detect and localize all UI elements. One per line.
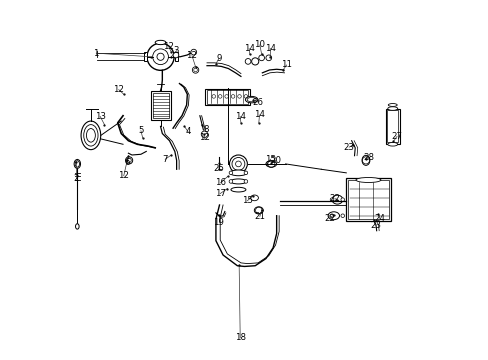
- Text: 5: 5: [138, 126, 143, 135]
- Circle shape: [329, 214, 333, 217]
- Text: 19: 19: [213, 218, 224, 227]
- Bar: [347, 180, 388, 219]
- Text: 14: 14: [253, 111, 264, 120]
- Bar: [152, 93, 168, 118]
- Bar: [205, 89, 249, 105]
- Text: 23: 23: [369, 221, 380, 230]
- Ellipse shape: [361, 156, 369, 165]
- Text: 23: 23: [343, 143, 354, 152]
- Text: 3: 3: [174, 46, 179, 55]
- Text: 14: 14: [243, 44, 254, 53]
- Bar: [206, 90, 247, 104]
- Text: 12: 12: [199, 133, 209, 142]
- Circle shape: [190, 49, 196, 55]
- Text: 14: 14: [264, 44, 276, 53]
- Bar: [143, 53, 146, 61]
- Ellipse shape: [75, 224, 79, 229]
- Text: 20: 20: [270, 156, 281, 165]
- Ellipse shape: [250, 195, 258, 201]
- Text: 15: 15: [264, 155, 276, 164]
- Text: 10: 10: [254, 40, 265, 49]
- Text: 12: 12: [113, 85, 124, 94]
- Ellipse shape: [230, 179, 246, 184]
- Ellipse shape: [265, 161, 276, 167]
- Ellipse shape: [355, 177, 380, 183]
- Text: 13: 13: [95, 112, 105, 121]
- Text: 7: 7: [162, 155, 167, 164]
- Circle shape: [201, 131, 207, 138]
- Circle shape: [173, 52, 179, 58]
- Circle shape: [340, 214, 344, 217]
- Text: 8: 8: [203, 125, 208, 134]
- Text: 25: 25: [213, 164, 224, 173]
- Bar: [386, 111, 397, 143]
- Circle shape: [329, 198, 333, 202]
- Bar: [385, 109, 399, 144]
- Text: 22: 22: [324, 214, 334, 223]
- Text: 6: 6: [124, 158, 130, 167]
- Ellipse shape: [155, 40, 165, 45]
- Text: 21: 21: [254, 212, 265, 221]
- Circle shape: [244, 171, 247, 175]
- Circle shape: [251, 58, 258, 65]
- Text: 2: 2: [73, 174, 79, 183]
- Circle shape: [229, 180, 232, 183]
- Ellipse shape: [245, 96, 257, 103]
- Ellipse shape: [229, 170, 246, 176]
- Text: 22: 22: [329, 194, 340, 203]
- Bar: [346, 178, 390, 221]
- Ellipse shape: [375, 212, 382, 221]
- Ellipse shape: [387, 104, 396, 107]
- Text: 14: 14: [234, 112, 245, 121]
- Circle shape: [229, 171, 232, 175]
- Text: 28: 28: [363, 153, 373, 162]
- Circle shape: [244, 59, 250, 64]
- Circle shape: [192, 67, 198, 73]
- Ellipse shape: [230, 187, 245, 192]
- Circle shape: [125, 157, 132, 164]
- Text: 12: 12: [163, 42, 174, 51]
- Ellipse shape: [387, 143, 397, 146]
- Text: 24: 24: [373, 214, 384, 223]
- Ellipse shape: [331, 195, 342, 204]
- Ellipse shape: [387, 107, 397, 111]
- Text: 26: 26: [252, 98, 263, 107]
- Text: 4: 4: [185, 127, 190, 136]
- Text: 12: 12: [186, 51, 197, 60]
- Text: 1: 1: [93, 49, 99, 58]
- Circle shape: [265, 55, 271, 61]
- Text: 11: 11: [281, 60, 291, 69]
- Circle shape: [244, 180, 247, 183]
- Ellipse shape: [254, 207, 263, 214]
- Text: 18: 18: [234, 333, 245, 342]
- Text: 12: 12: [118, 171, 129, 180]
- Circle shape: [229, 155, 247, 173]
- Circle shape: [258, 55, 264, 61]
- Text: 17: 17: [214, 189, 225, 198]
- Bar: [175, 53, 177, 61]
- Ellipse shape: [81, 121, 101, 150]
- Bar: [151, 91, 170, 120]
- Text: 9: 9: [216, 54, 221, 63]
- Text: 16: 16: [215, 178, 225, 187]
- Text: 27: 27: [391, 132, 402, 141]
- Text: 15: 15: [242, 196, 252, 205]
- Ellipse shape: [74, 159, 81, 168]
- Ellipse shape: [327, 212, 339, 220]
- Circle shape: [340, 198, 344, 202]
